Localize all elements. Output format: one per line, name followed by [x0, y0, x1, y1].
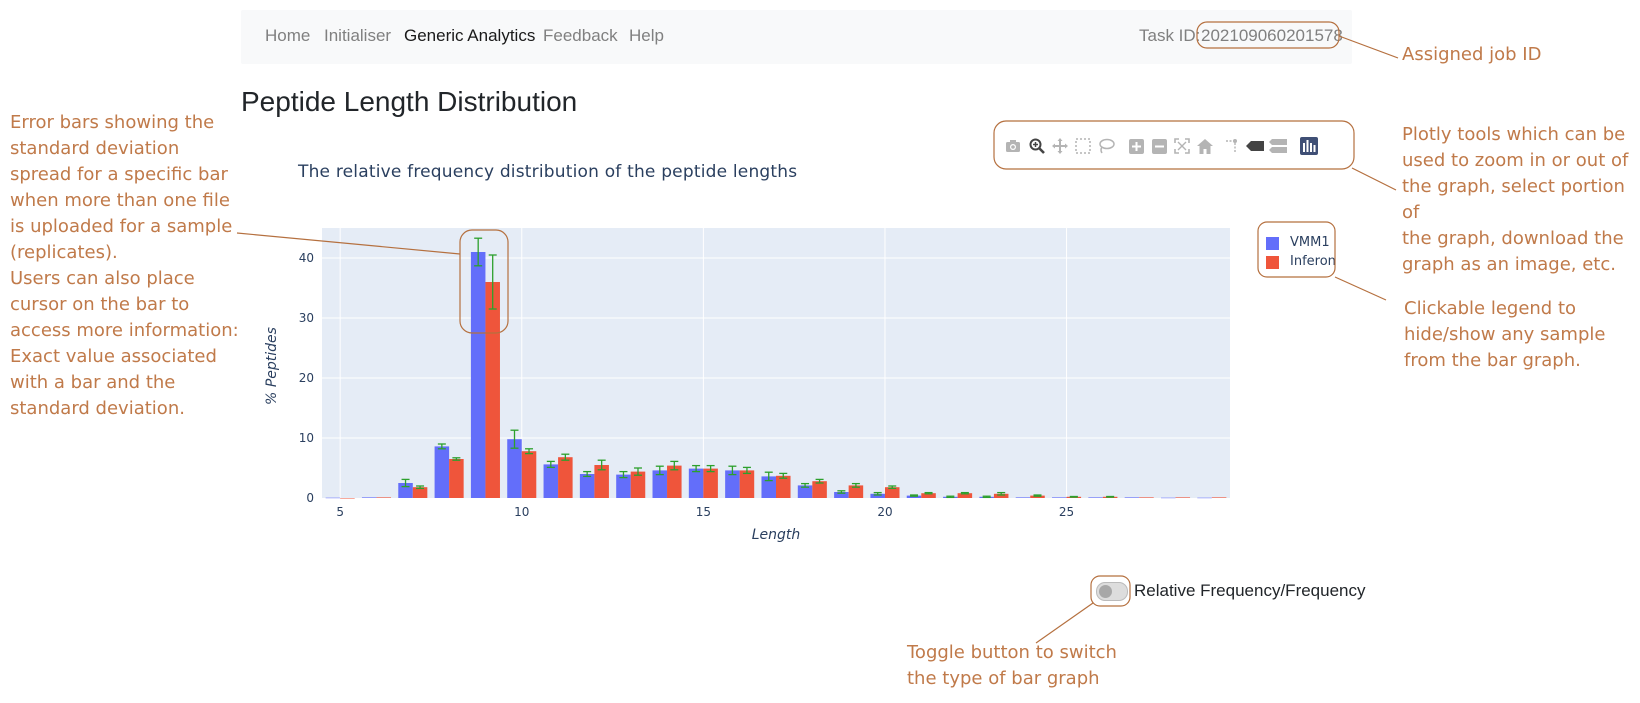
bar-vmm1[interactable] — [725, 470, 740, 498]
bar-vmm1[interactable] — [1197, 497, 1212, 499]
bar-inferon[interactable] — [812, 481, 827, 498]
annotation-plotly-tools: Plotly tools which can be used to zoom i… — [1402, 124, 1629, 275]
bar-vmm1[interactable] — [325, 497, 341, 499]
bar-vmm1[interactable] — [1015, 497, 1031, 498]
bar-inferon[interactable] — [340, 498, 355, 499]
bar-vmm1[interactable] — [1088, 497, 1103, 498]
bar-vmm1[interactable] — [507, 439, 522, 498]
bar-vmm1[interactable] — [688, 468, 704, 498]
nav-link-generic-analytics[interactable]: Generic Analytics — [404, 26, 536, 45]
bar-vmm1[interactable] — [1052, 497, 1067, 498]
bar-vmm1[interactable] — [470, 252, 486, 498]
legend-swatch-vmm1 — [1266, 237, 1279, 250]
bar-inferon[interactable] — [412, 487, 428, 498]
x-tick-label: 20 — [877, 505, 892, 519]
bar-inferon[interactable] — [449, 459, 464, 498]
bar-inferon[interactable] — [848, 485, 864, 498]
bar-inferon[interactable] — [594, 465, 609, 498]
bar-inferon[interactable] — [485, 282, 500, 498]
bars — [325, 252, 1227, 499]
x-tick-label: 25 — [1059, 505, 1074, 519]
bar-inferon[interactable] — [993, 493, 1009, 498]
bar-vmm1[interactable] — [834, 492, 849, 498]
bar-vmm1[interactable] — [434, 446, 450, 498]
nav-link-feedback[interactable]: Feedback — [543, 26, 618, 45]
annotation-toggle: Toggle button to switch the type of bar … — [907, 642, 1117, 689]
frequency-toggle-label: Relative Frequency/Frequency — [1134, 581, 1366, 600]
y-tick-label: 0 — [306, 491, 314, 505]
chart-title: The relative frequency distribution of t… — [298, 162, 798, 182]
x-tick-label: 15 — [696, 505, 711, 519]
task-id-label: Task ID: — [1139, 26, 1201, 45]
nav-link-home[interactable]: Home — [265, 26, 311, 45]
bar-inferon[interactable] — [884, 487, 900, 498]
x-tick-label: 10 — [514, 505, 529, 519]
legend-label-vmm1: VMM1 — [1290, 235, 1330, 250]
bar-inferon[interactable] — [376, 497, 392, 498]
bar-inferon[interactable] — [667, 465, 682, 498]
bar-inferon[interactable] — [630, 471, 646, 498]
bar-inferon[interactable] — [521, 451, 537, 498]
bar-inferon[interactable] — [1211, 497, 1227, 498]
y-tick-label: 10 — [299, 431, 314, 445]
bar-inferon[interactable] — [558, 457, 573, 498]
bar-vmm1[interactable] — [761, 476, 776, 498]
bar-vmm1[interactable] — [1160, 497, 1176, 499]
y-tick-label: 30 — [299, 311, 314, 325]
y-tick-label: 40 — [299, 251, 314, 265]
y-tick-label: 20 — [299, 371, 314, 385]
x-axis-label: Length — [752, 527, 801, 543]
x-tick-label: 5 — [336, 505, 344, 519]
bar-vmm1[interactable] — [652, 470, 668, 498]
bar-inferon[interactable] — [1139, 497, 1154, 498]
nav-link-initialiser[interactable]: Initialiser — [324, 26, 392, 45]
y-axis-ticks: 0 10 20 30 40 — [299, 251, 314, 505]
bar-inferon[interactable] — [957, 493, 973, 498]
annotation-error-bars: Error bars showing the standard deviatio… — [10, 112, 239, 419]
y-axis-label: % Peptides — [264, 327, 280, 405]
toggle-knob — [1099, 585, 1112, 598]
nav-link-help[interactable]: Help — [629, 26, 664, 45]
bar-inferon[interactable] — [776, 475, 791, 498]
annotation-job-id: Assigned job ID — [1402, 44, 1542, 65]
annotation-legend: Clickable legend to hide/show any sample… — [1404, 298, 1606, 371]
bar-inferon[interactable] — [921, 493, 936, 498]
x-axis-ticks: 5 10 15 20 25 — [336, 505, 1074, 519]
page-title: Peptide Length Distribution — [241, 86, 578, 117]
bar-inferon[interactable] — [1175, 497, 1191, 498]
bar-vmm1[interactable] — [616, 474, 631, 498]
legend-label-inferon: Inferon — [1290, 254, 1336, 269]
bar-vmm1[interactable] — [361, 497, 377, 498]
frequency-toggle[interactable] — [1096, 582, 1128, 601]
bar-vmm1[interactable] — [579, 474, 595, 498]
bar-vmm1[interactable] — [1124, 497, 1140, 498]
bar-vmm1[interactable] — [797, 485, 813, 498]
bar-inferon[interactable] — [739, 470, 755, 498]
bar-vmm1[interactable] — [870, 493, 885, 498]
legend-swatch-inferon — [1266, 256, 1279, 269]
bar-vmm1[interactable] — [543, 464, 559, 498]
bar-inferon[interactable] — [703, 468, 718, 498]
